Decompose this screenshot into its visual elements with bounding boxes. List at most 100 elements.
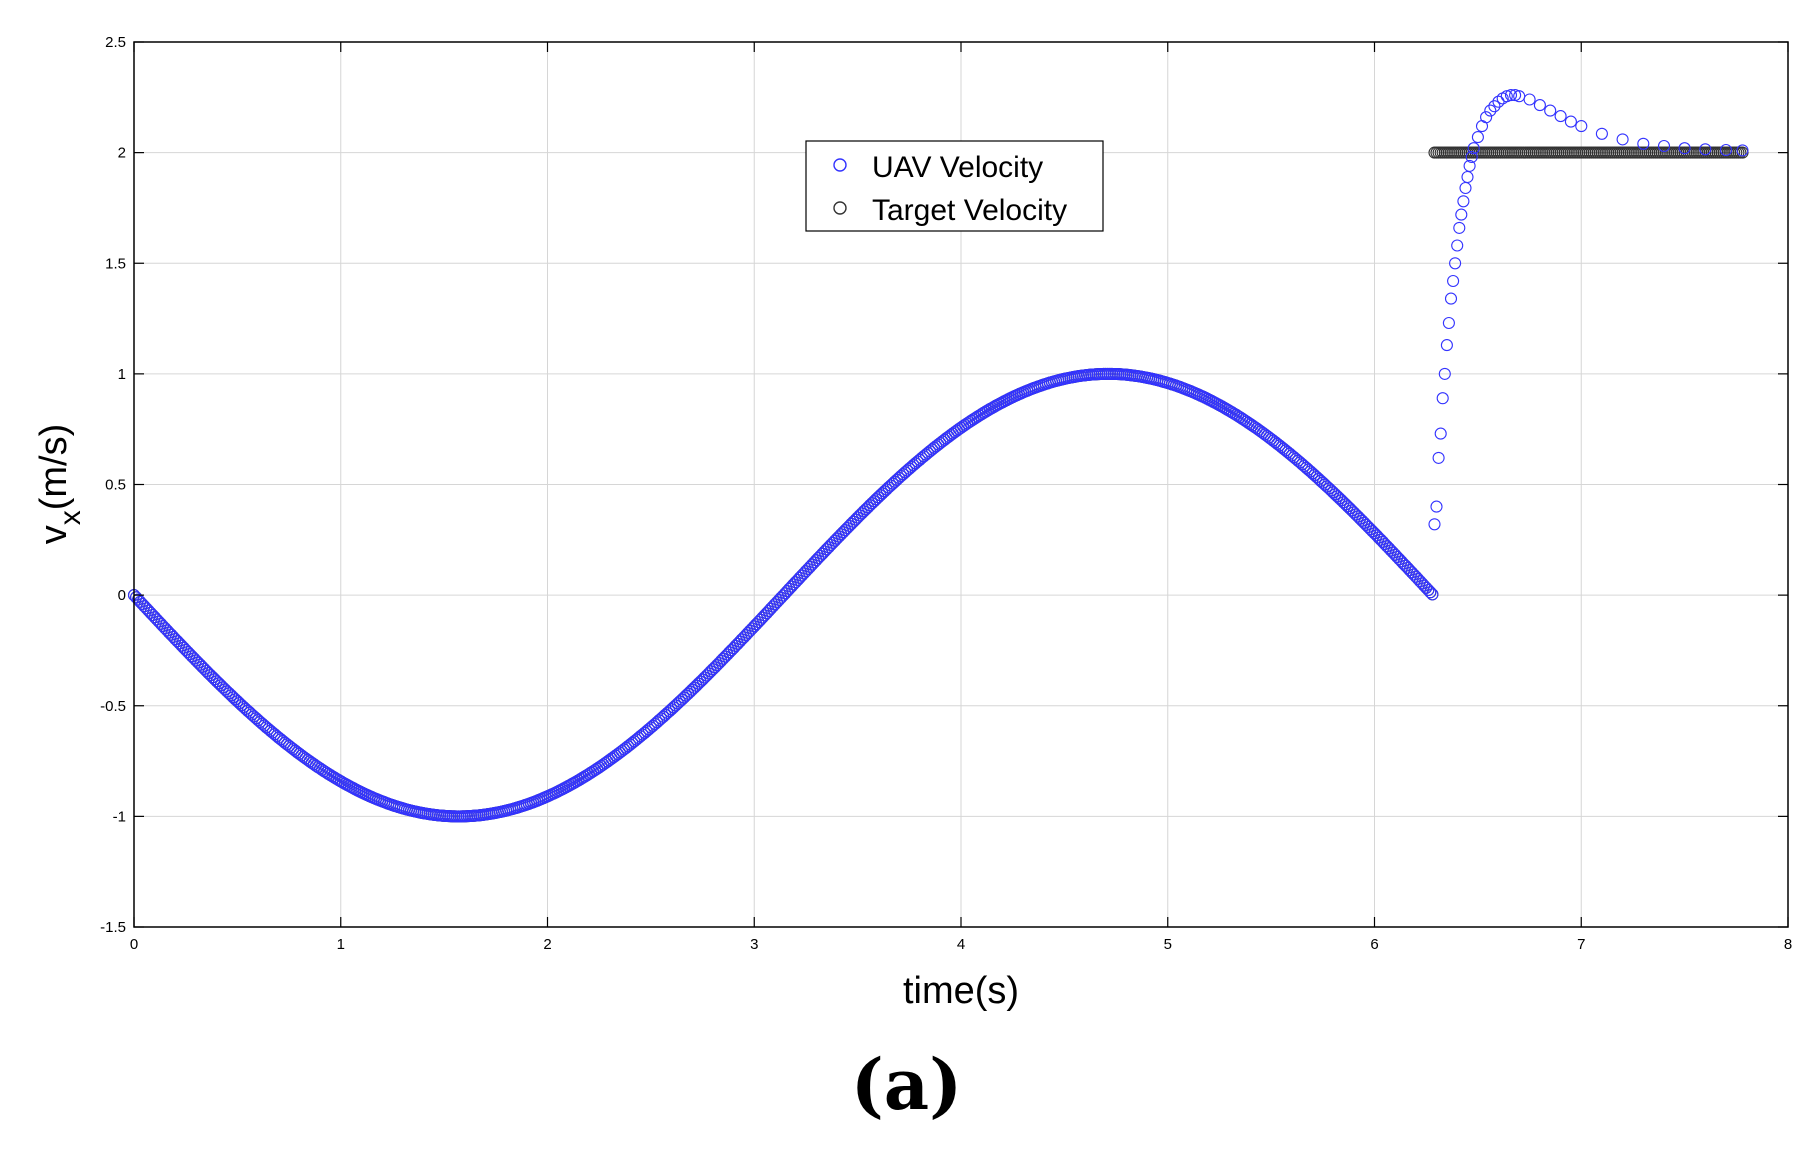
x-tick-label: 3 <box>750 936 758 953</box>
data-point <box>1248 420 1261 434</box>
data-point <box>1736 144 1749 157</box>
data-point <box>926 443 939 456</box>
data-point <box>1465 150 1478 164</box>
data-point <box>1356 514 1369 527</box>
data-point <box>185 650 198 663</box>
data-point <box>142 604 155 617</box>
data-point <box>177 641 190 654</box>
data-point <box>938 433 951 446</box>
data-point <box>1327 486 1340 499</box>
data-point <box>171 635 184 648</box>
data-point <box>1420 581 1433 594</box>
data-point <box>1387 546 1400 559</box>
data-point <box>1401 561 1414 574</box>
data-point <box>611 748 624 761</box>
data-point <box>723 646 736 659</box>
data-point <box>595 759 608 772</box>
data-point <box>830 532 843 545</box>
data-point <box>202 667 215 680</box>
data-point <box>1269 436 1282 449</box>
data-point <box>735 633 748 646</box>
y-tick-label: -1.5 <box>100 919 126 936</box>
data-point <box>1364 523 1377 536</box>
legend-marker-target <box>833 201 847 215</box>
data-point <box>163 626 176 639</box>
data-point <box>1399 559 1412 572</box>
data-point <box>1416 577 1429 590</box>
data-point <box>828 534 841 547</box>
y-axis-label: vx(m/s) <box>33 424 87 545</box>
x-tick-labels: 0 1 2 3 4 5 6 7 8 <box>130 936 1792 953</box>
data-point <box>1372 531 1385 544</box>
data-point <box>946 427 959 440</box>
data-point <box>721 648 734 661</box>
data-point <box>165 628 178 641</box>
data-point <box>1395 555 1408 568</box>
data-point <box>1368 527 1381 540</box>
data-point <box>601 755 614 768</box>
series-layer <box>127 89 1749 823</box>
data-point <box>847 515 860 528</box>
data-point <box>930 440 943 453</box>
data-point <box>1500 90 1513 103</box>
data-point <box>715 654 728 667</box>
data-point <box>175 639 188 652</box>
data-point <box>130 591 143 604</box>
x-tick-label: 5 <box>1164 936 1172 953</box>
data-point <box>783 582 796 595</box>
data-point <box>739 629 753 642</box>
data-point <box>187 652 201 665</box>
data-point <box>928 441 941 454</box>
data-point <box>1418 579 1431 592</box>
data-point <box>206 671 219 684</box>
data-point <box>1426 588 1439 601</box>
data-point <box>775 591 788 604</box>
y-tick-label: -0.5 <box>100 698 126 715</box>
data-point <box>1376 535 1389 548</box>
data-point <box>617 743 631 756</box>
data-point <box>1438 367 1451 380</box>
y-tick-label: 0.5 <box>105 477 126 494</box>
data-point <box>1252 423 1265 436</box>
data-point <box>1374 533 1387 546</box>
data-point <box>1366 525 1379 538</box>
data-point <box>597 758 610 771</box>
data-point <box>1362 520 1375 534</box>
data-point <box>1341 500 1354 513</box>
data-point <box>1428 518 1441 531</box>
data-point <box>1384 544 1398 557</box>
data-point <box>200 664 213 678</box>
data-point <box>148 611 161 624</box>
data-point <box>167 630 180 643</box>
data-point <box>1444 292 1458 305</box>
data-point <box>1457 195 1470 208</box>
data-point <box>762 604 775 618</box>
data-point <box>278 736 291 749</box>
y-axis-label-unit: (m/s) <box>33 424 75 511</box>
data-point <box>936 435 949 448</box>
data-point <box>748 620 761 633</box>
legend-marker-uav <box>833 158 847 172</box>
data-point <box>804 560 817 573</box>
data-point <box>1258 428 1271 441</box>
data-point <box>1616 133 1629 146</box>
data-point <box>305 756 318 769</box>
data-point <box>758 609 771 622</box>
data-point <box>754 613 767 626</box>
data-point <box>1360 518 1373 531</box>
data-point <box>204 669 217 682</box>
data-point <box>150 613 163 626</box>
data-point <box>603 754 616 767</box>
data-point <box>1409 570 1422 583</box>
data-point <box>816 547 829 560</box>
data-point <box>725 644 738 657</box>
data-point <box>781 585 794 598</box>
data-point <box>696 673 709 686</box>
data-point <box>1719 143 1733 157</box>
data-point <box>1678 142 1691 155</box>
data-point <box>744 624 757 637</box>
x-tick-label: 0 <box>130 936 138 953</box>
data-point <box>156 619 169 633</box>
data-point <box>853 509 866 522</box>
data-point <box>152 615 165 628</box>
